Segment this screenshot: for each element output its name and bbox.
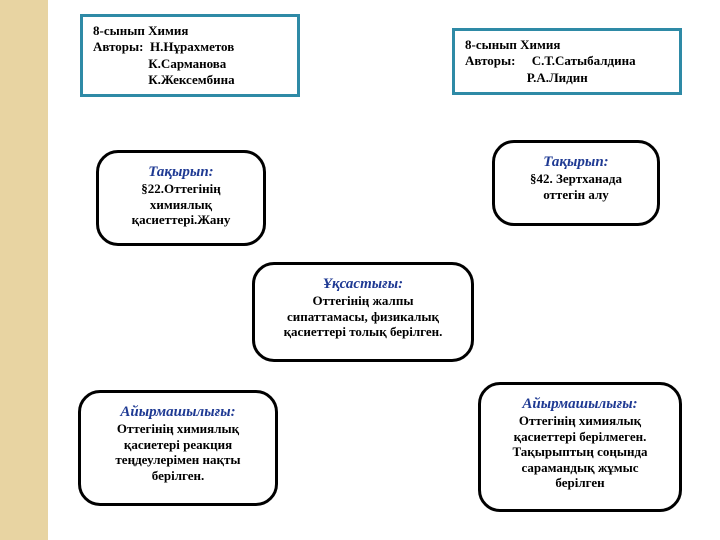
similarity-title: Ұқсастығы: <box>267 275 459 293</box>
header-right-line2: Авторы: С.Т.Сатыбалдина <box>465 53 669 69</box>
bubble-diff-right: Айырмашылығы: Оттегінің химиялық қасиетт… <box>478 382 682 512</box>
left-sidebar-strip <box>0 0 48 540</box>
topic-right-title: Тақырып: <box>507 153 645 171</box>
topic-right-body1: §42. Зертханада <box>507 171 645 187</box>
diff-left-body1: Оттегінің химиялық <box>93 421 263 437</box>
diff-right-body4: сарамандық жұмыс <box>493 460 667 476</box>
header-box-left: 8-сынып Химия Авторы: Н.Нұрахметов К.Сар… <box>80 14 300 97</box>
header-left-line4: К.Жексембина <box>93 72 287 88</box>
bubble-similarity: Ұқсастығы: Оттегінің жалпы сипаттамасы, … <box>252 262 474 362</box>
diff-right-body5: берілген <box>493 475 667 491</box>
diff-left-body3: теңдеулерімен нақты <box>93 452 263 468</box>
diff-right-body1: Оттегінің химиялық <box>493 413 667 429</box>
topic-left-body2: химиялық <box>111 197 251 213</box>
header-left-line3: К.Сарманова <box>93 56 287 72</box>
bubble-diff-left: Айырмашылығы: Оттегінің химиялық қасиете… <box>78 390 278 506</box>
diff-left-title: Айырмашылығы: <box>93 403 263 421</box>
diff-left-body2: қасиетері реакция <box>93 437 263 453</box>
header-right-line3: Р.А.Лидин <box>465 70 669 86</box>
diff-right-title: Айырмашылығы: <box>493 395 667 413</box>
diff-left-body4: берілген. <box>93 468 263 484</box>
similarity-body1: Оттегінің жалпы <box>267 293 459 309</box>
header-box-right: 8-сынып Химия Авторы: С.Т.Сатыбалдина Р.… <box>452 28 682 95</box>
diff-right-body2: қасиеттері берілмеген. <box>493 429 667 445</box>
diff-right-body3: Тақырыптың соңында <box>493 444 667 460</box>
bubble-topic-right: Тақырып: §42. Зертханада оттегін алу <box>492 140 660 226</box>
header-right-line1: 8-сынып Химия <box>465 37 669 53</box>
topic-left-body3: қасиеттері.Жану <box>111 212 251 228</box>
header-left-line1: 8-сынып Химия <box>93 23 287 39</box>
topic-left-title: Тақырып: <box>111 163 251 181</box>
topic-right-body2: оттегін алу <box>507 187 645 203</box>
bubble-topic-left: Тақырып: §22.Оттегінің химиялық қасиетте… <box>96 150 266 246</box>
topic-left-body1: §22.Оттегінің <box>111 181 251 197</box>
similarity-body3: қасиеттері толық берілген. <box>267 324 459 340</box>
similarity-body2: сипаттамасы, физикалық <box>267 309 459 325</box>
header-left-line2: Авторы: Н.Нұрахметов <box>93 39 287 55</box>
